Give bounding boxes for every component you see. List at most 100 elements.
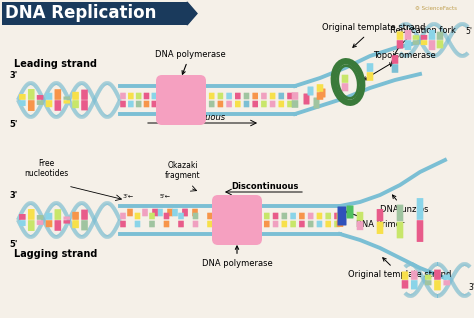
FancyBboxPatch shape [270, 93, 275, 99]
FancyBboxPatch shape [299, 221, 305, 227]
FancyBboxPatch shape [28, 100, 35, 111]
FancyBboxPatch shape [444, 280, 450, 285]
FancyBboxPatch shape [235, 93, 241, 99]
FancyBboxPatch shape [178, 221, 184, 227]
FancyBboxPatch shape [401, 272, 408, 280]
Text: 3': 3' [10, 191, 18, 200]
FancyBboxPatch shape [342, 75, 348, 83]
FancyBboxPatch shape [428, 40, 435, 50]
FancyBboxPatch shape [19, 214, 26, 220]
FancyBboxPatch shape [413, 35, 419, 40]
FancyBboxPatch shape [164, 213, 169, 219]
FancyBboxPatch shape [19, 94, 26, 100]
FancyBboxPatch shape [72, 92, 79, 100]
FancyBboxPatch shape [377, 209, 383, 221]
Text: ⚙ ScienceFacts: ⚙ ScienceFacts [415, 6, 457, 11]
FancyBboxPatch shape [317, 213, 322, 219]
FancyBboxPatch shape [55, 100, 61, 111]
FancyBboxPatch shape [46, 100, 52, 107]
FancyBboxPatch shape [437, 32, 443, 40]
FancyBboxPatch shape [120, 93, 126, 99]
FancyBboxPatch shape [444, 275, 450, 280]
FancyBboxPatch shape [367, 63, 374, 72]
FancyBboxPatch shape [377, 222, 383, 234]
Text: Discontinuous: Discontinuous [231, 182, 299, 191]
FancyBboxPatch shape [28, 89, 35, 100]
Text: Continuous: Continuous [178, 113, 226, 122]
FancyBboxPatch shape [182, 209, 188, 216]
FancyBboxPatch shape [159, 93, 165, 99]
FancyBboxPatch shape [264, 221, 270, 227]
FancyBboxPatch shape [207, 221, 213, 227]
Text: 5': 5' [10, 240, 18, 249]
FancyBboxPatch shape [270, 101, 275, 107]
FancyBboxPatch shape [120, 221, 126, 227]
FancyBboxPatch shape [72, 220, 79, 228]
FancyBboxPatch shape [144, 101, 149, 107]
FancyBboxPatch shape [64, 96, 70, 100]
FancyBboxPatch shape [337, 213, 343, 220]
FancyBboxPatch shape [200, 101, 206, 107]
FancyBboxPatch shape [252, 101, 258, 107]
FancyBboxPatch shape [421, 35, 427, 40]
FancyBboxPatch shape [135, 221, 140, 227]
FancyBboxPatch shape [417, 198, 423, 220]
FancyBboxPatch shape [405, 30, 411, 40]
FancyBboxPatch shape [81, 210, 88, 220]
Text: Okazaki
fragment: Okazaki fragment [165, 161, 201, 180]
FancyBboxPatch shape [437, 40, 443, 48]
FancyBboxPatch shape [226, 101, 232, 107]
FancyBboxPatch shape [392, 64, 398, 73]
FancyBboxPatch shape [167, 93, 173, 99]
FancyBboxPatch shape [261, 101, 267, 107]
FancyBboxPatch shape [434, 280, 441, 290]
Text: DNA unzips: DNA unzips [380, 195, 428, 214]
FancyBboxPatch shape [428, 30, 435, 40]
Text: 3': 3' [468, 284, 474, 293]
FancyBboxPatch shape [299, 213, 305, 219]
FancyBboxPatch shape [152, 93, 157, 99]
FancyBboxPatch shape [28, 209, 35, 220]
FancyBboxPatch shape [334, 213, 340, 219]
FancyBboxPatch shape [81, 90, 88, 100]
FancyBboxPatch shape [209, 93, 215, 99]
FancyBboxPatch shape [401, 280, 408, 288]
FancyBboxPatch shape [252, 93, 258, 99]
FancyBboxPatch shape [149, 221, 155, 227]
FancyBboxPatch shape [357, 212, 363, 221]
FancyBboxPatch shape [156, 75, 206, 125]
FancyBboxPatch shape [152, 101, 157, 107]
FancyBboxPatch shape [235, 101, 241, 107]
FancyBboxPatch shape [290, 213, 296, 219]
Text: Replication fork: Replication fork [390, 26, 456, 66]
FancyBboxPatch shape [334, 221, 340, 227]
FancyBboxPatch shape [200, 93, 206, 99]
Text: Original template strand: Original template strand [322, 24, 425, 47]
Text: Free
nucleotides: Free nucleotides [24, 159, 68, 178]
FancyBboxPatch shape [178, 213, 184, 219]
FancyBboxPatch shape [55, 209, 61, 220]
FancyBboxPatch shape [392, 55, 398, 64]
Text: RNA Primer: RNA Primer [346, 211, 404, 229]
FancyBboxPatch shape [37, 220, 44, 225]
FancyBboxPatch shape [218, 93, 223, 99]
FancyBboxPatch shape [308, 221, 313, 227]
FancyBboxPatch shape [313, 98, 319, 108]
FancyBboxPatch shape [367, 72, 374, 81]
FancyBboxPatch shape [19, 100, 26, 106]
FancyBboxPatch shape [144, 93, 149, 99]
Text: Original template strand: Original template strand [348, 258, 451, 279]
FancyBboxPatch shape [319, 88, 326, 98]
FancyBboxPatch shape [209, 101, 215, 107]
Text: DNA polymerase: DNA polymerase [155, 50, 225, 74]
FancyBboxPatch shape [128, 101, 134, 107]
FancyBboxPatch shape [37, 95, 44, 100]
FancyBboxPatch shape [255, 213, 261, 219]
FancyBboxPatch shape [255, 221, 261, 227]
FancyBboxPatch shape [425, 275, 431, 280]
FancyBboxPatch shape [421, 40, 427, 45]
FancyBboxPatch shape [142, 209, 148, 216]
FancyBboxPatch shape [425, 280, 431, 285]
FancyBboxPatch shape [136, 101, 141, 107]
FancyBboxPatch shape [55, 89, 61, 100]
